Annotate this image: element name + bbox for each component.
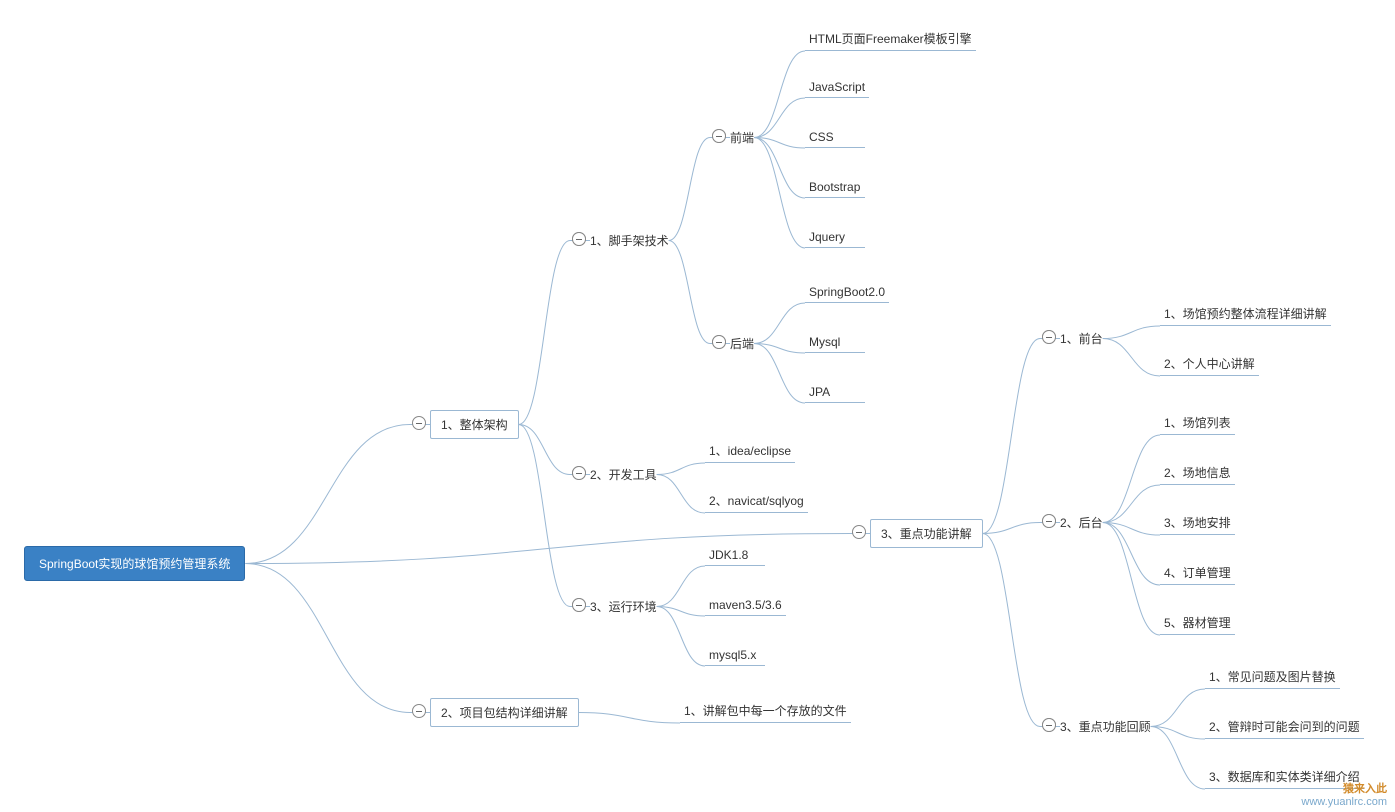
leaf-node[interactable]: 1、场馆预约整体流程详细讲解 [1160, 305, 1331, 326]
leaf-node[interactable]: Mysql [805, 335, 865, 353]
box-node[interactable]: 2、项目包结构详细讲解 [430, 698, 579, 727]
collapse-icon[interactable] [572, 598, 586, 612]
leaf-node[interactable]: JavaScript [805, 80, 869, 98]
watermark-line1: 猿来入此 [1301, 780, 1387, 796]
connector-layer [0, 0, 1395, 812]
leaf-node[interactable]: 1、idea/eclipse [705, 442, 795, 463]
-node[interactable]: 前端 [730, 129, 754, 146]
leaf-node[interactable]: Jquery [805, 230, 865, 248]
-node[interactable]: 3、重点功能回顾 [1060, 718, 1151, 735]
leaf-node[interactable]: 3、场地安排 [1160, 514, 1235, 535]
collapse-icon[interactable] [1042, 718, 1056, 732]
leaf-node[interactable]: maven3.5/3.6 [705, 598, 786, 616]
leaf-node[interactable]: Bootstrap [805, 180, 865, 198]
leaf-node[interactable]: 1、讲解包中每一个存放的文件 [680, 702, 851, 723]
leaf-node[interactable]: 4、订单管理 [1160, 564, 1235, 585]
collapse-icon[interactable] [412, 704, 426, 718]
leaf-node[interactable]: CSS [805, 130, 865, 148]
leaf-node[interactable]: JPA [805, 385, 865, 403]
-node[interactable]: 2、后台 [1060, 514, 1103, 531]
collapse-icon[interactable] [852, 525, 866, 539]
root-node[interactable]: SpringBoot实现的球馆预约管理系统 [24, 546, 245, 581]
leaf-node[interactable]: 5、器材管理 [1160, 614, 1235, 635]
collapse-icon[interactable] [712, 129, 726, 143]
-node[interactable]: 后端 [730, 335, 754, 352]
watermark: 猿来入此 www.yuanlrc.com [1301, 780, 1387, 808]
watermark-line2: www.yuanlrc.com [1301, 796, 1387, 808]
leaf-node[interactable]: SpringBoot2.0 [805, 285, 889, 303]
leaf-node[interactable]: HTML页面Freemaker模板引擎 [805, 30, 976, 51]
collapse-icon[interactable] [572, 232, 586, 246]
collapse-icon[interactable] [1042, 514, 1056, 528]
-node[interactable]: 2、开发工具 [590, 466, 657, 483]
collapse-icon[interactable] [412, 416, 426, 430]
-node[interactable]: 1、前台 [1060, 330, 1103, 347]
leaf-node[interactable]: mysql5.x [705, 648, 765, 666]
collapse-icon[interactable] [712, 335, 726, 349]
leaf-node[interactable]: 2、场地信息 [1160, 464, 1235, 485]
leaf-node[interactable]: JDK1.8 [705, 548, 765, 566]
leaf-node[interactable]: 2、navicat/sqlyog [705, 492, 808, 513]
-node[interactable]: 3、运行环境 [590, 598, 657, 615]
leaf-node[interactable]: 2、个人中心讲解 [1160, 355, 1259, 376]
leaf-node[interactable]: 2、管辩时可能会问到的问题 [1205, 718, 1364, 739]
leaf-node[interactable]: 1、常见问题及图片替换 [1205, 668, 1340, 689]
collapse-icon[interactable] [572, 466, 586, 480]
-node[interactable]: 1、脚手架技术 [590, 232, 669, 249]
box-node[interactable]: 3、重点功能讲解 [870, 519, 983, 548]
collapse-icon[interactable] [1042, 330, 1056, 344]
box-node[interactable]: 1、整体架构 [430, 410, 519, 439]
leaf-node[interactable]: 1、场馆列表 [1160, 414, 1235, 435]
